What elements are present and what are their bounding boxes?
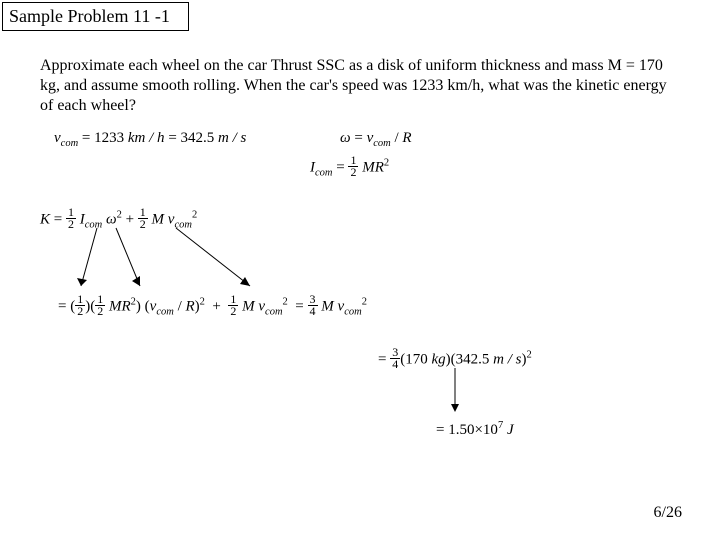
- arrow-icon: [445, 368, 465, 418]
- title-box: Sample Problem 11 -1: [2, 2, 189, 31]
- eq-K-result: = 1.50×107 J: [436, 420, 514, 439]
- problem-body: Approximate each wheel on the car Thrust…: [40, 57, 667, 114]
- eq-vcom: vcom = 1233 km / h = 342.5 m / s: [54, 130, 246, 149]
- arrow-icon: [170, 228, 260, 298]
- eq-K-expand: = (12)(12 MR2) (vcom / R)2 + 12 M vcom2 …: [58, 295, 367, 319]
- title-text: Sample Problem 11 -1: [9, 6, 170, 26]
- arrow-icon: [75, 228, 105, 298]
- eq-icom: Icom = 12 MR2: [310, 156, 389, 180]
- problem-statement: Approximate each wheel on the car Thrust…: [40, 56, 680, 116]
- eq-omega: ω = vcom / R: [340, 130, 412, 149]
- page-number: 6/26: [654, 504, 682, 522]
- arrow-icon: [110, 228, 150, 298]
